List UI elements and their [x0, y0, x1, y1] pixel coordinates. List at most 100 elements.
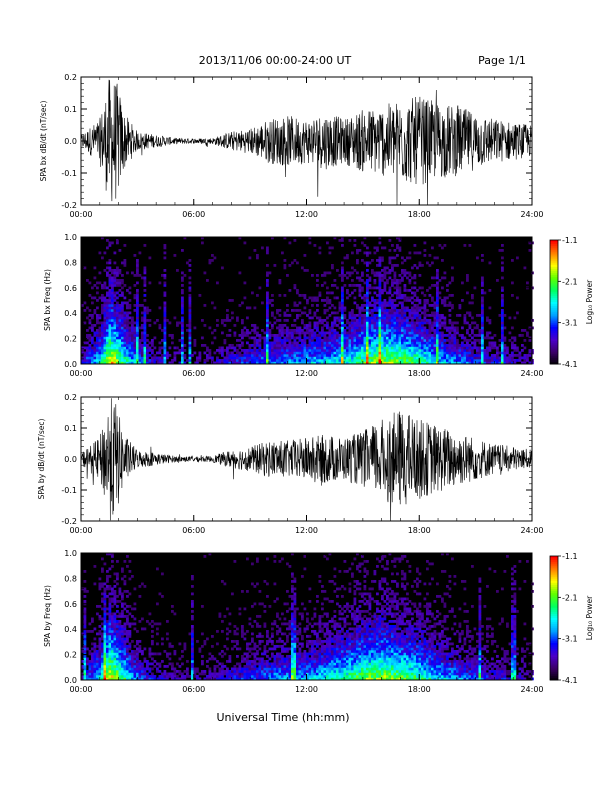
heatmap-cell [133, 336, 137, 340]
heatmap-cell [411, 309, 414, 312]
heatmap-cell [308, 341, 312, 345]
heatmap-cell [101, 570, 104, 573]
heatmap-cell [98, 667, 102, 671]
heatmap-cell [401, 311, 404, 315]
heatmap-cell [233, 675, 237, 678]
heatmap-cell [193, 344, 197, 347]
heatmap-cell [193, 672, 197, 676]
heatmap-cell [383, 271, 387, 275]
heatmap-cell [296, 336, 299, 340]
heatmap-cell [143, 339, 147, 342]
heatmap-cell [118, 359, 122, 362]
heatmap-cell [343, 351, 347, 355]
heatmap-cell [238, 236, 242, 240]
heatmap-cell [376, 249, 379, 252]
heatmap-cell [238, 356, 242, 360]
heatmap-cell [378, 304, 382, 307]
heatmap-cell [156, 662, 159, 666]
colorbar-swatch [550, 306, 558, 309]
heatmap-cell [86, 590, 89, 593]
heatmap-cell [268, 351, 272, 355]
heatmap-cell [141, 359, 144, 362]
heatmap-cell [468, 301, 472, 305]
heatmap-cell [331, 331, 334, 335]
heatmap-cell [296, 361, 299, 365]
heatmap-cell [141, 582, 144, 586]
heatmap-cell [403, 334, 407, 337]
heatmap-cell [366, 309, 369, 312]
heatmap-cell [271, 354, 274, 357]
heatmap-cell [116, 662, 119, 666]
heatmap-cell [508, 359, 512, 362]
heatmap-cell [378, 311, 382, 315]
heatmap-cell [121, 647, 124, 651]
heatmap-cell [221, 650, 224, 653]
heatmap-cell [88, 359, 92, 362]
heatmap-cell [363, 339, 367, 342]
heatmap-cell [508, 356, 512, 360]
heatmap-cell [143, 344, 147, 347]
heatmap-cell [231, 640, 234, 643]
heatmap-cell [106, 329, 109, 332]
heatmap-cell [113, 622, 117, 626]
heatmap-cell [108, 261, 112, 265]
heatmap-cell [106, 662, 109, 666]
heatmap-cell [83, 321, 87, 325]
heatmap-cell [488, 306, 492, 310]
heatmap-cell [246, 647, 249, 651]
heatmap-cell [83, 341, 87, 345]
heatmap-cell [388, 339, 392, 342]
heatmap-cell [118, 647, 122, 651]
colorbar-swatch [550, 281, 558, 284]
heatmap-cell [118, 640, 122, 643]
heatmap-cell [211, 672, 214, 676]
heatmap-cell [178, 339, 182, 342]
heatmap-cell [208, 667, 212, 671]
heatmap-cell [248, 660, 252, 663]
colorbar-swatch [550, 244, 558, 247]
heatmap-cell [333, 361, 337, 365]
heatmap-cell [401, 344, 404, 347]
heatmap-cell [221, 667, 224, 671]
heatmap-cell [93, 652, 97, 656]
heatmap-cell [443, 326, 447, 330]
heatmap-cell [178, 349, 182, 352]
heatmap-cell [316, 339, 319, 342]
heatmap-cell [108, 309, 112, 312]
heatmap-cell [346, 289, 349, 292]
heatmap-cell [366, 311, 369, 315]
heatmap-cell [101, 600, 104, 603]
heatmap-cell [111, 627, 114, 631]
heatmap-cell [281, 349, 284, 352]
heatmap-cell [281, 361, 284, 365]
heatmap-cell [221, 361, 224, 365]
heatmap-cell [441, 344, 444, 347]
heatmap-cell [268, 334, 272, 337]
heatmap-cell [191, 605, 194, 608]
heatmap-cell [473, 339, 477, 342]
heatmap-cell [388, 359, 392, 362]
heatmap-cell [183, 645, 187, 648]
heatmap-cell [93, 670, 97, 673]
heatmap-cell [208, 349, 212, 352]
heatmap-cell [436, 309, 439, 312]
heatmap-cell [416, 324, 419, 327]
heatmap-cell [126, 314, 129, 317]
heatmap-cell [173, 359, 177, 362]
heatmap-cell [93, 284, 97, 287]
heatmap-cell [333, 306, 337, 310]
heatmap-cell [238, 647, 242, 651]
heatmap-cell [343, 341, 347, 345]
heatmap-cell [458, 314, 462, 317]
heatmap-cell [383, 299, 387, 302]
heatmap-cell [408, 354, 412, 357]
heatmap-cell [363, 294, 367, 297]
heatmap-cell [453, 346, 457, 350]
heatmap-cell [378, 356, 382, 360]
heatmap-cell [238, 672, 242, 676]
heatmap-cell [228, 334, 232, 337]
heatmap-cell [106, 632, 109, 636]
heatmap-cell [346, 296, 349, 300]
x-tick-label: 06:00 [182, 210, 205, 219]
heatmap-cell [98, 617, 102, 621]
